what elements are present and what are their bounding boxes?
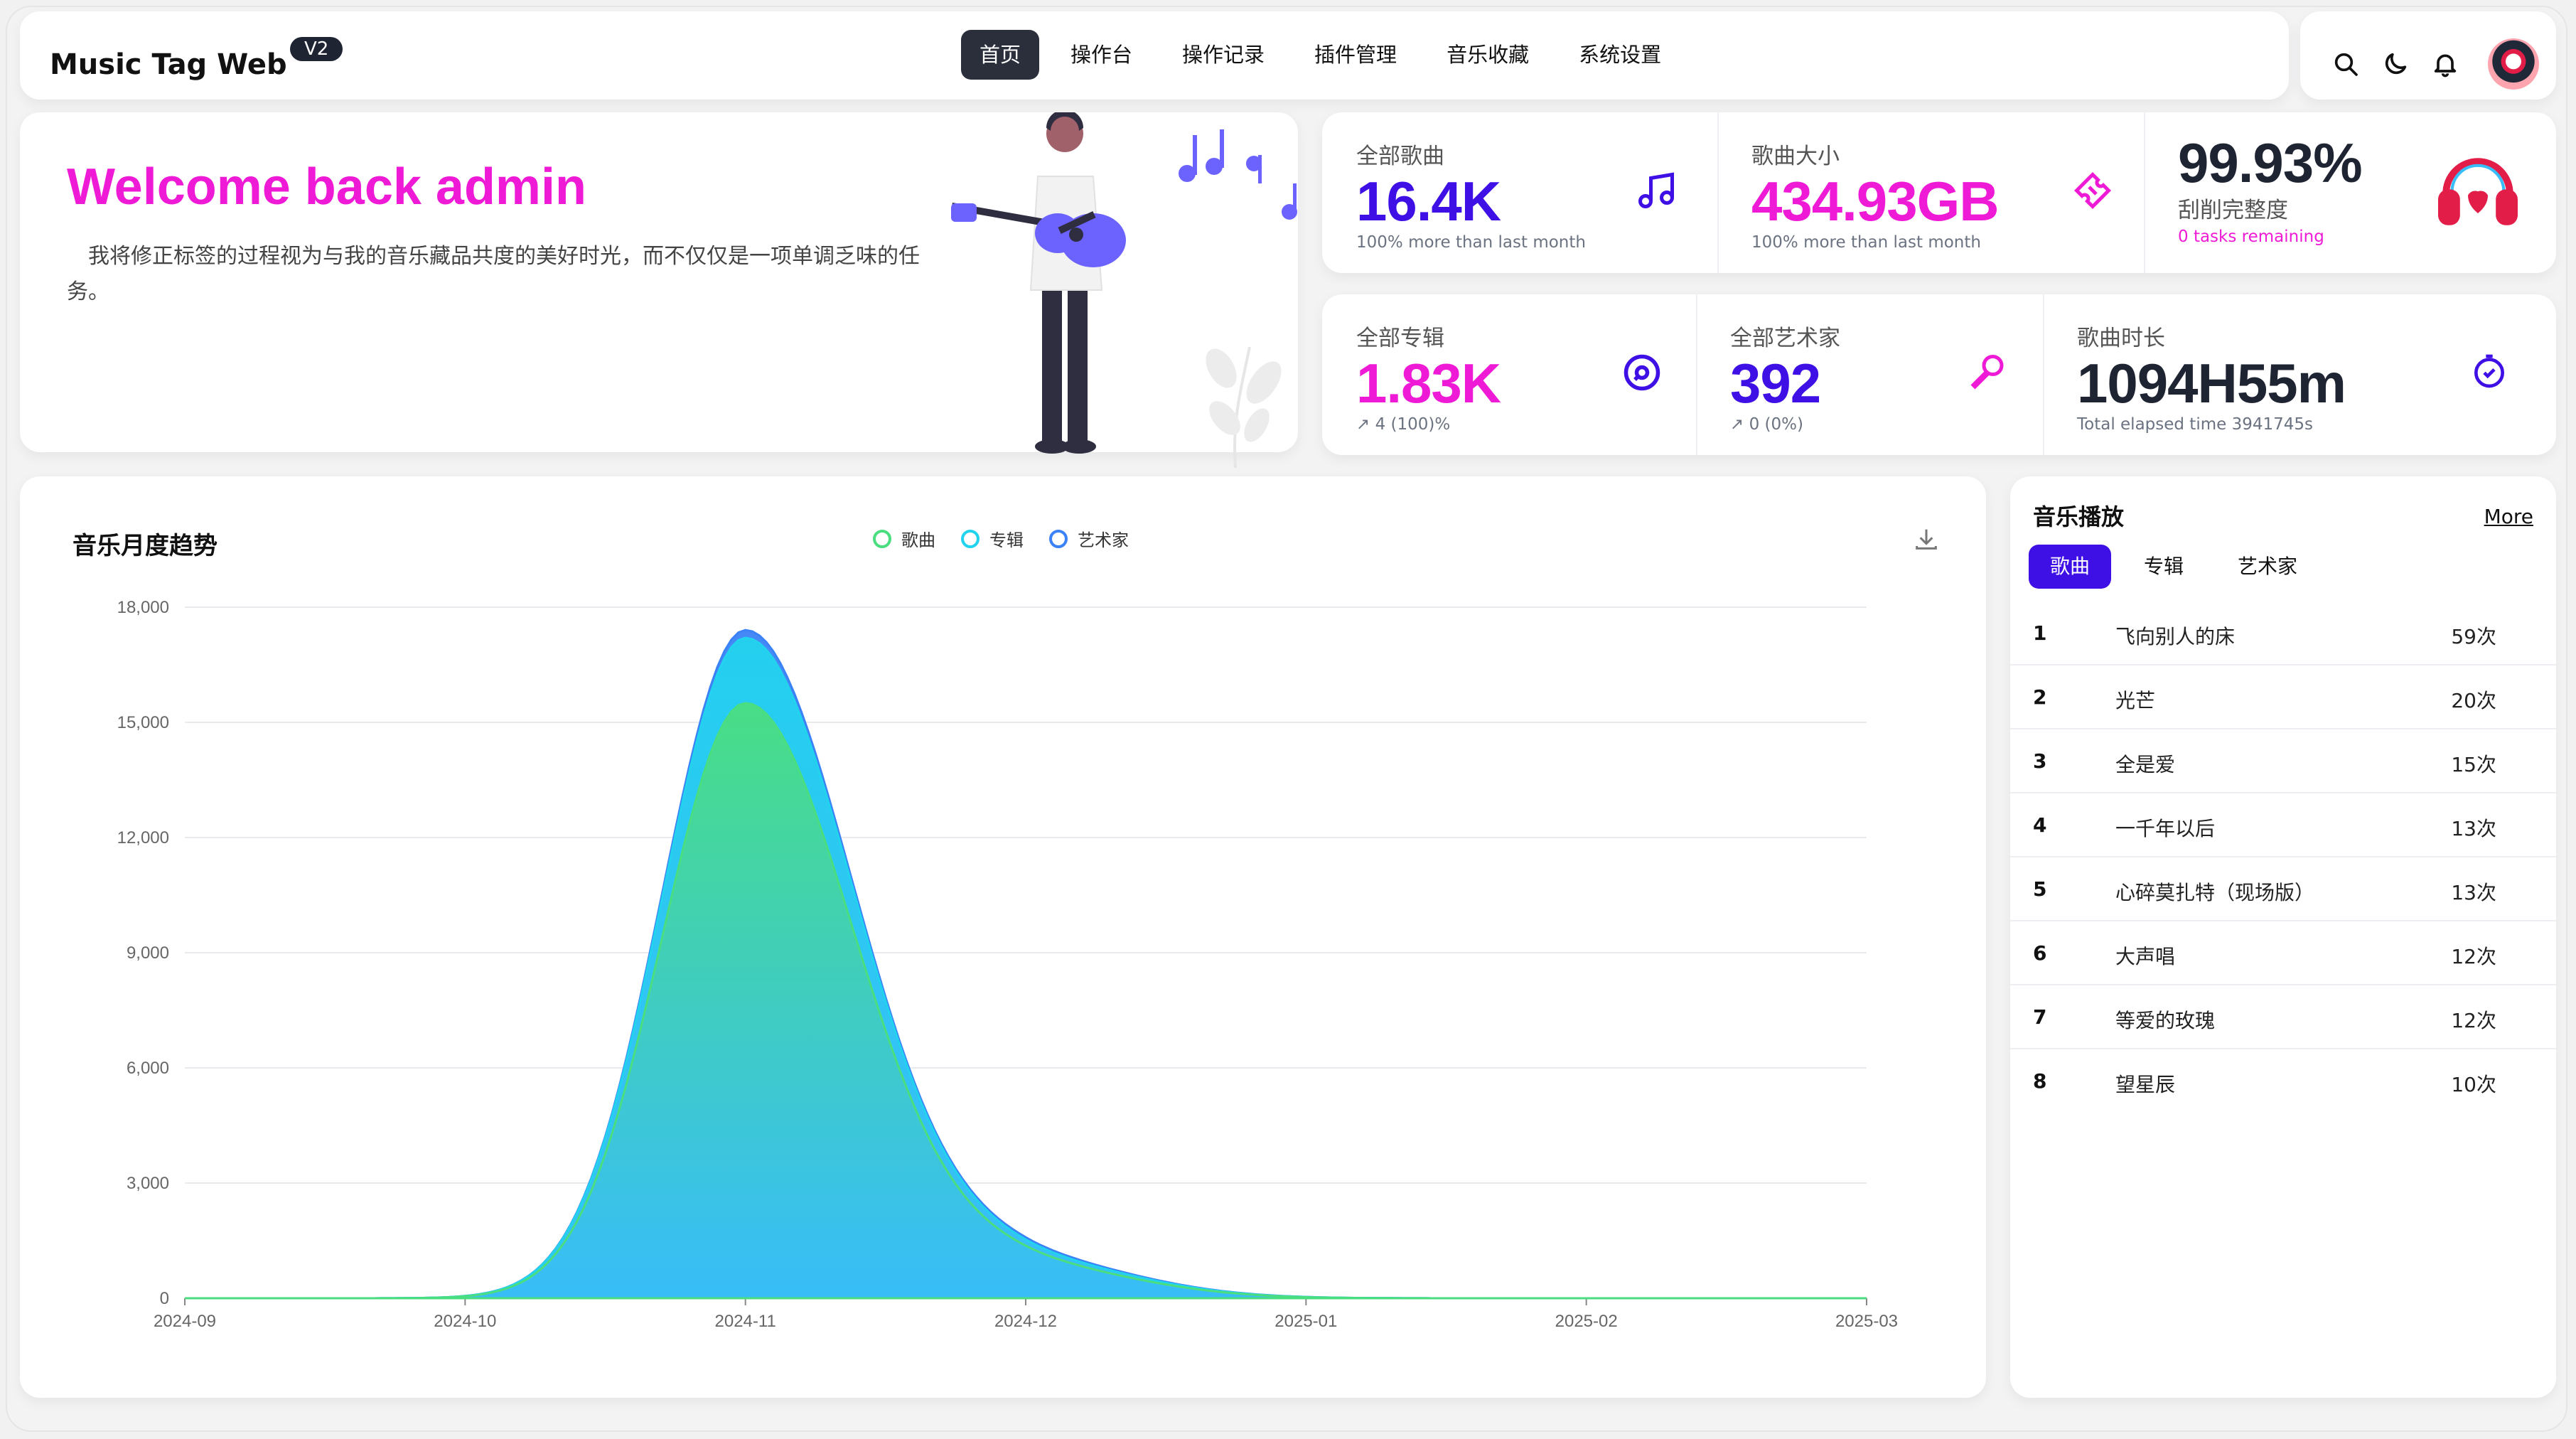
y-tick-label: 6,000 — [127, 1059, 169, 1078]
stat-duration-sub: Total elapsed time 3941745s — [2077, 415, 2313, 434]
stat-size-label: 歌曲大小 — [1751, 144, 1840, 169]
chart-title: 音乐月度趋势 — [73, 532, 218, 560]
tab-albums[interactable]: 专辑 — [2144, 555, 2184, 578]
stat-completeness-sub: 0 tasks remaining — [2178, 228, 2324, 246]
list-item[interactable]: 4 一千年以后 13次 — [2010, 793, 2556, 857]
stats-row-bottom: 全部专辑 1.83K ↗ 4 (100)% 全部艺术家 392 ↗ 0 (0%)… — [1322, 294, 2556, 455]
disc-icon — [1624, 354, 1660, 391]
ticket-icon — [2073, 171, 2112, 210]
top-navbar: Music Tag Web V2 首页 操作台 操作记录 插件管理 音乐收藏 系… — [20, 11, 2289, 100]
stat-duration-value: 1094H55m — [2077, 352, 2346, 414]
legend-item-artists[interactable]: 艺术家 — [1049, 526, 1129, 551]
stat-artists: 全部艺术家 392 ↗ 0 (0%) — [1696, 294, 2043, 455]
list-item[interactable]: 3 全是爱 15次 — [2010, 729, 2556, 793]
list-item[interactable]: 1 飞向别人的床 59次 — [2010, 601, 2556, 665]
y-tick-label: 0 — [160, 1289, 169, 1308]
y-tick-label: 12,000 — [117, 828, 169, 847]
nav-settings[interactable]: 系统设置 — [1579, 43, 1662, 67]
list-item[interactable]: 5 心碎莫扎特（现场版） 13次 — [2010, 857, 2556, 921]
stat-duration: 歌曲时长 1094H55m Total elapsed time 3941745… — [2043, 294, 2556, 455]
welcome-text: 我将修正标签的过程视为与我的音乐藏品共度的美好时光，而不仅仅是一项单调乏味的任务… — [67, 244, 920, 304]
chart-legend: 歌曲 专辑 艺术家 — [873, 526, 1129, 551]
list-item[interactable]: 8 望星辰 10次 — [2033, 1069, 2496, 1096]
area-chart: 0 3,000 6,000 9,000 12,000 15,000 18,000 2024-0… — [117, 598, 1898, 1331]
x-tick-label: 2024-11 — [715, 1312, 776, 1331]
divider — [2144, 112, 2145, 273]
stat-albums-value: 1.83K — [1356, 352, 1501, 414]
stat-albums: 全部专辑 1.83K ↗ 4 (100)% — [1322, 294, 1696, 455]
main-nav: 首页 操作台 操作记录 插件管理 音乐收藏 系统设置 — [961, 30, 1680, 80]
stat-songs-value: 16.4K — [1356, 170, 1501, 232]
nav-plugins[interactable]: 插件管理 — [1314, 43, 1397, 67]
y-tick-label: 3,000 — [127, 1174, 169, 1193]
nav-favorites[interactable]: 音乐收藏 — [1447, 43, 1530, 67]
user-toolbar — [2300, 11, 2556, 100]
y-tick-label: 15,000 — [117, 713, 169, 732]
microphone-icon — [1970, 355, 2004, 390]
download-icon[interactable] — [1912, 525, 1941, 553]
stat-completeness-value: 99.93% — [2178, 132, 2363, 194]
playlist-title: 音乐播放 — [2033, 503, 2125, 530]
stat-artists-sub: ↗ 0 (0%) — [1730, 415, 1803, 434]
version-badge: V2 — [290, 37, 343, 61]
x-tick-label: 2024-09 — [154, 1312, 216, 1331]
stat-songs-sub: 100% more than last month — [1356, 233, 1586, 252]
x-tick-label: 2025-01 — [1274, 1312, 1337, 1331]
x-tick-label: 2024-12 — [994, 1312, 1057, 1331]
x-tick-label: 2024-10 — [434, 1312, 496, 1331]
play-ranking-list: 1 飞向别人的床 59次 2 光芒 20次 3 全是爱 15次 4 一千年以后 13次 5 心碎莫… — [2010, 601, 2556, 1113]
tab-artists[interactable]: 艺术家 — [2238, 555, 2298, 578]
stat-albums-label: 全部专辑 — [1356, 326, 1444, 351]
series-area-2 — [185, 628, 1867, 1300]
divider — [1696, 294, 1697, 455]
nav-records[interactable]: 操作记录 — [1182, 43, 1265, 67]
bell-icon[interactable] — [2431, 50, 2459, 78]
monthly-trend-card: 音乐月度趋势 歌曲 专辑 艺术家 0 3,000 6,000 9,000 12,000 1… — [20, 476, 1986, 1398]
stat-size: 歌曲大小 434.93GB 100% more than last month — [1717, 112, 2144, 273]
headphones-icon — [2438, 158, 2518, 225]
guitarist-illustration — [951, 112, 1297, 469]
nav-console[interactable]: 操作台 — [1070, 43, 1133, 67]
stopwatch-icon — [2474, 354, 2504, 388]
divider — [2043, 294, 2044, 455]
stat-artists-label: 全部艺术家 — [1730, 326, 1840, 351]
stat-artists-value: 392 — [1730, 352, 1821, 414]
stat-albums-sub: ↗ 4 (100)% — [1356, 415, 1451, 434]
music-note-icon — [1638, 172, 1674, 208]
tab-songs[interactable]: 歌曲 — [2029, 545, 2112, 589]
welcome-title: Welcome back admin — [67, 159, 586, 215]
legend-item-albums[interactable]: 专辑 — [961, 526, 1024, 551]
stat-size-value: 434.93GB — [1751, 170, 2000, 232]
avatar[interactable] — [2488, 38, 2539, 90]
app-brand[interactable]: Music Tag Web — [50, 48, 287, 81]
stat-songs: 全部歌曲 16.4K 100% more than last month — [1322, 112, 1717, 273]
playlist-tabs: 歌曲 专辑 艺术家 — [2029, 545, 2319, 589]
more-link[interactable]: More — [2484, 505, 2533, 528]
moon-icon[interactable] — [2381, 50, 2410, 78]
stat-songs-label: 全部歌曲 — [1356, 144, 1444, 169]
list-item[interactable]: 7 等爱的玫瑰 12次 — [2010, 985, 2556, 1049]
x-tick-label: 2025-02 — [1555, 1312, 1618, 1331]
stats-row-top: 全部歌曲 16.4K 100% more than last month 歌曲大… — [1322, 112, 2556, 273]
divider — [1717, 112, 1719, 273]
stat-duration-label: 歌曲时长 — [2077, 326, 2165, 351]
list-item[interactable]: 2 光芒 20次 — [2010, 665, 2556, 729]
list-item[interactable]: 6 大声唱 12次 — [2010, 921, 2556, 985]
y-tick-label: 9,000 — [127, 943, 169, 963]
y-tick-label: 18,000 — [117, 598, 169, 617]
series-area-0 — [185, 702, 1867, 1300]
stat-size-sub: 100% more than last month — [1751, 233, 1981, 252]
legend-item-songs[interactable]: 歌曲 — [873, 526, 935, 551]
search-icon[interactable] — [2331, 50, 2360, 78]
series-area-1 — [185, 636, 1867, 1300]
x-tick-label: 2025-03 — [1835, 1312, 1898, 1331]
nav-home[interactable]: 首页 — [961, 30, 1040, 80]
stat-completeness: 99.93% 刮削完整度 0 tasks remaining — [2144, 112, 2556, 273]
stat-completeness-label: 刮削完整度 — [2178, 198, 2288, 223]
welcome-card: Welcome back admin 我将修正标签的过程视为与我的音乐藏品共度的… — [20, 112, 1298, 469]
